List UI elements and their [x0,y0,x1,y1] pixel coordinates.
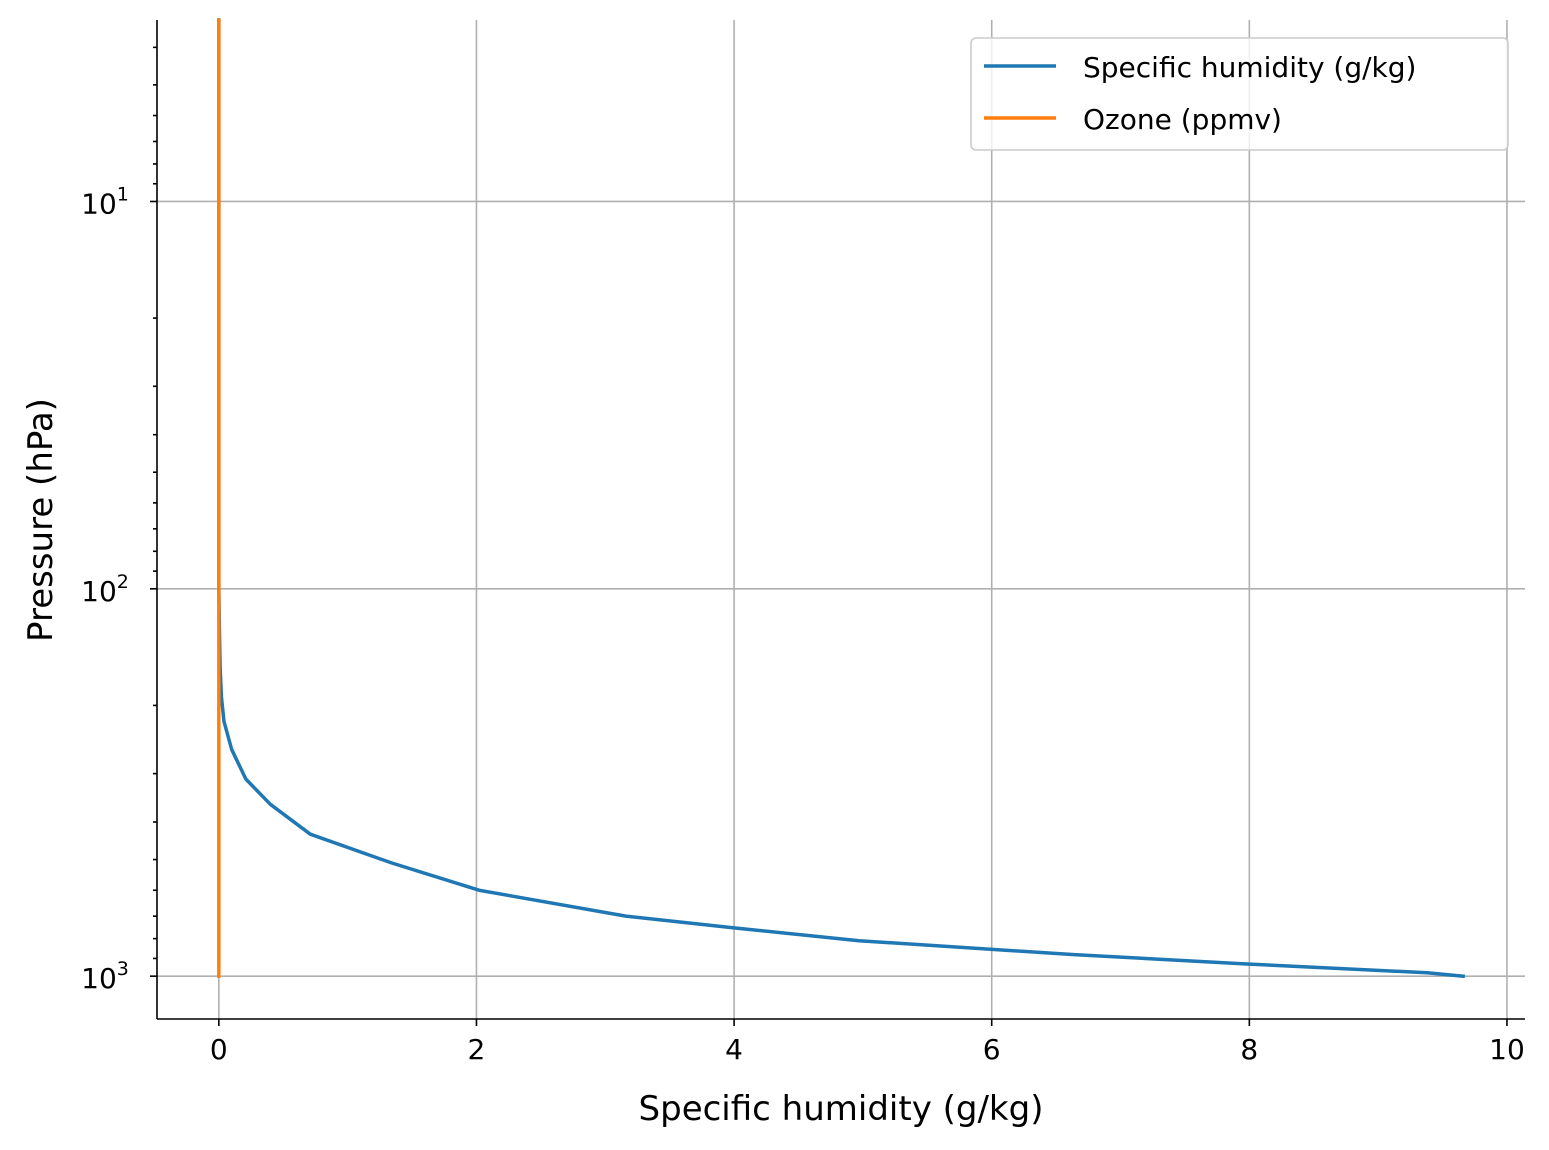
x-tick-label: 10 [1489,1033,1525,1066]
y-tick-label: 103 [81,958,129,995]
legend: Specific humidity (g/kg) Ozone (ppmv) [970,37,1509,151]
series-layer [217,18,1466,979]
axes [156,20,1525,1020]
x-tick-label: 6 [983,1033,1001,1066]
legend-label-ozone: Ozone (ppmv) [1083,103,1282,136]
legend-label-humidity: Specific humidity (g/kg) [1083,51,1416,84]
x-tick-label: 0 [210,1033,228,1066]
x-tick-label: 4 [725,1033,743,1066]
y-ticks: 101 102 103 [81,46,157,995]
legend-box [970,37,1509,151]
grid [157,20,1525,1019]
x-tick-label: 2 [468,1033,486,1066]
x-ticks: 0 2 4 6 8 10 [210,1019,1525,1066]
series-line-humidity [217,18,1466,979]
x-axis-title: Specific humidity (g/kg) [639,1089,1044,1129]
y-tick-label: 101 [81,183,129,220]
y-axis-title: Pressure (hPa) [21,398,61,642]
x-tick-label: 8 [1240,1033,1258,1066]
y-tick-label: 102 [81,571,129,608]
